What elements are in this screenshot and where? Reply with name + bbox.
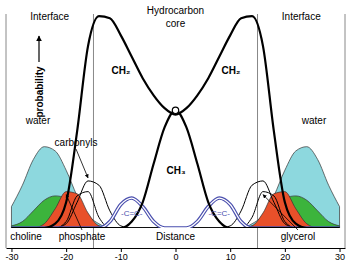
x-axis-title: Distance	[156, 231, 195, 242]
series-label: phosphate	[59, 231, 106, 242]
y-axis-arrow	[38, 36, 39, 62]
tick: -10	[115, 248, 128, 262]
line	[11, 198, 339, 228]
tick-mark	[340, 248, 341, 252]
tick-mark	[230, 248, 231, 252]
annotation: core	[166, 18, 186, 29]
series-label: water	[301, 115, 327, 126]
boundary-line	[93, 14, 94, 248]
tick-mark	[121, 248, 122, 252]
tick-mark	[285, 248, 286, 252]
tick-label: -20	[60, 252, 73, 262]
series-label: CH₂	[222, 65, 241, 76]
label-arrow	[76, 149, 88, 178]
tick-label: 30	[335, 252, 345, 262]
frame-line	[6, 14, 7, 248]
tick-label: 10	[226, 252, 236, 262]
tick-label: 20	[280, 252, 290, 262]
series-label: choline	[10, 231, 42, 242]
series-label: glycerol	[281, 231, 315, 242]
label-arrow	[263, 195, 298, 230]
tick-mark	[11, 248, 12, 252]
tick-label: 0	[173, 252, 178, 262]
x-axis: -30 -20 -10 0 10 20 30	[5, 248, 345, 262]
frame-line	[345, 14, 346, 248]
tick: 30	[335, 248, 345, 262]
tick-label: -30	[5, 252, 18, 262]
series-label: carbonyls	[55, 137, 98, 148]
annotation: Hydrocarbon	[147, 5, 204, 16]
tick: -30	[5, 248, 18, 262]
line	[11, 110, 339, 228]
y-axis-title: probability	[34, 66, 45, 118]
line-inner	[11, 198, 339, 228]
tick: 10	[226, 248, 236, 262]
line	[11, 181, 339, 228]
tick: 0	[173, 248, 178, 262]
annotation: Interface	[282, 11, 321, 22]
tick-label: -10	[115, 252, 128, 262]
boundary-line	[257, 14, 258, 248]
tick: -20	[60, 248, 73, 262]
line	[11, 16, 339, 228]
annotation: Interface	[30, 11, 69, 22]
chart: waterwatercholinephosphatecarbonylsglyce…	[0, 0, 351, 267]
series-label: CH₂	[112, 65, 131, 76]
series-label: -C=C-	[208, 209, 230, 218]
series-label: CH₃	[166, 165, 185, 176]
label-arrow	[66, 195, 82, 230]
series-label: -C=C-	[121, 209, 143, 218]
plot-marks	[11, 16, 339, 228]
crossing	[172, 107, 178, 113]
tick-mark	[66, 248, 67, 252]
tick-mark	[176, 248, 177, 252]
tick: 20	[280, 248, 290, 262]
